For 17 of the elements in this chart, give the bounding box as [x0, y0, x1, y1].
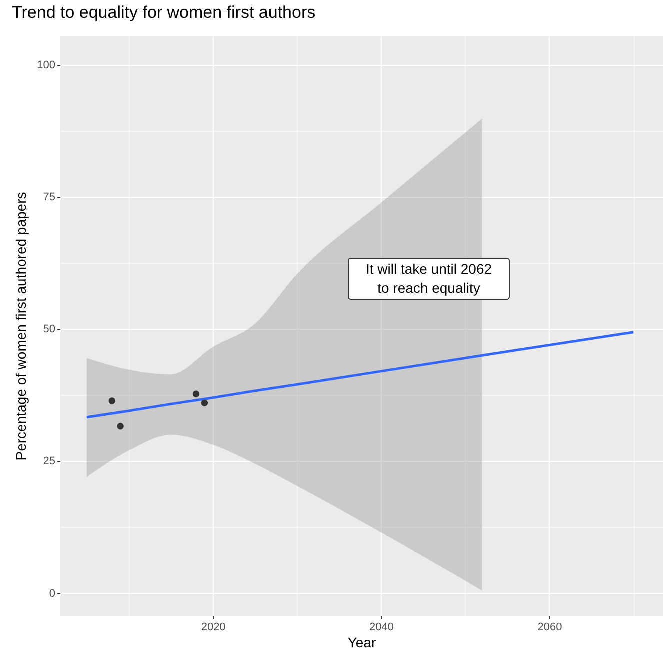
x-axis-title: Year: [348, 634, 376, 650]
y-tick-label: 0: [49, 588, 56, 600]
annotation: It will take until 2062 to reach equality: [348, 258, 510, 300]
y-tick-label: 50: [43, 324, 56, 336]
x-tick-label: 2060: [538, 622, 562, 634]
line-series: [86, 331, 635, 419]
x-tick-label: 2040: [370, 622, 394, 634]
y-tick-label: 100: [37, 60, 56, 72]
point: [108, 398, 116, 404]
x-tick-label: 2020: [201, 622, 226, 634]
point: [201, 400, 208, 406]
y-tick-label: 75: [43, 192, 56, 204]
y-axis-title: Percentage of women first authored papers: [13, 192, 30, 461]
point: [192, 390, 200, 398]
y-tick-label: 25: [43, 456, 56, 468]
chart-title: Trend to equality for women first authors: [12, 3, 316, 22]
point: [117, 423, 124, 430]
